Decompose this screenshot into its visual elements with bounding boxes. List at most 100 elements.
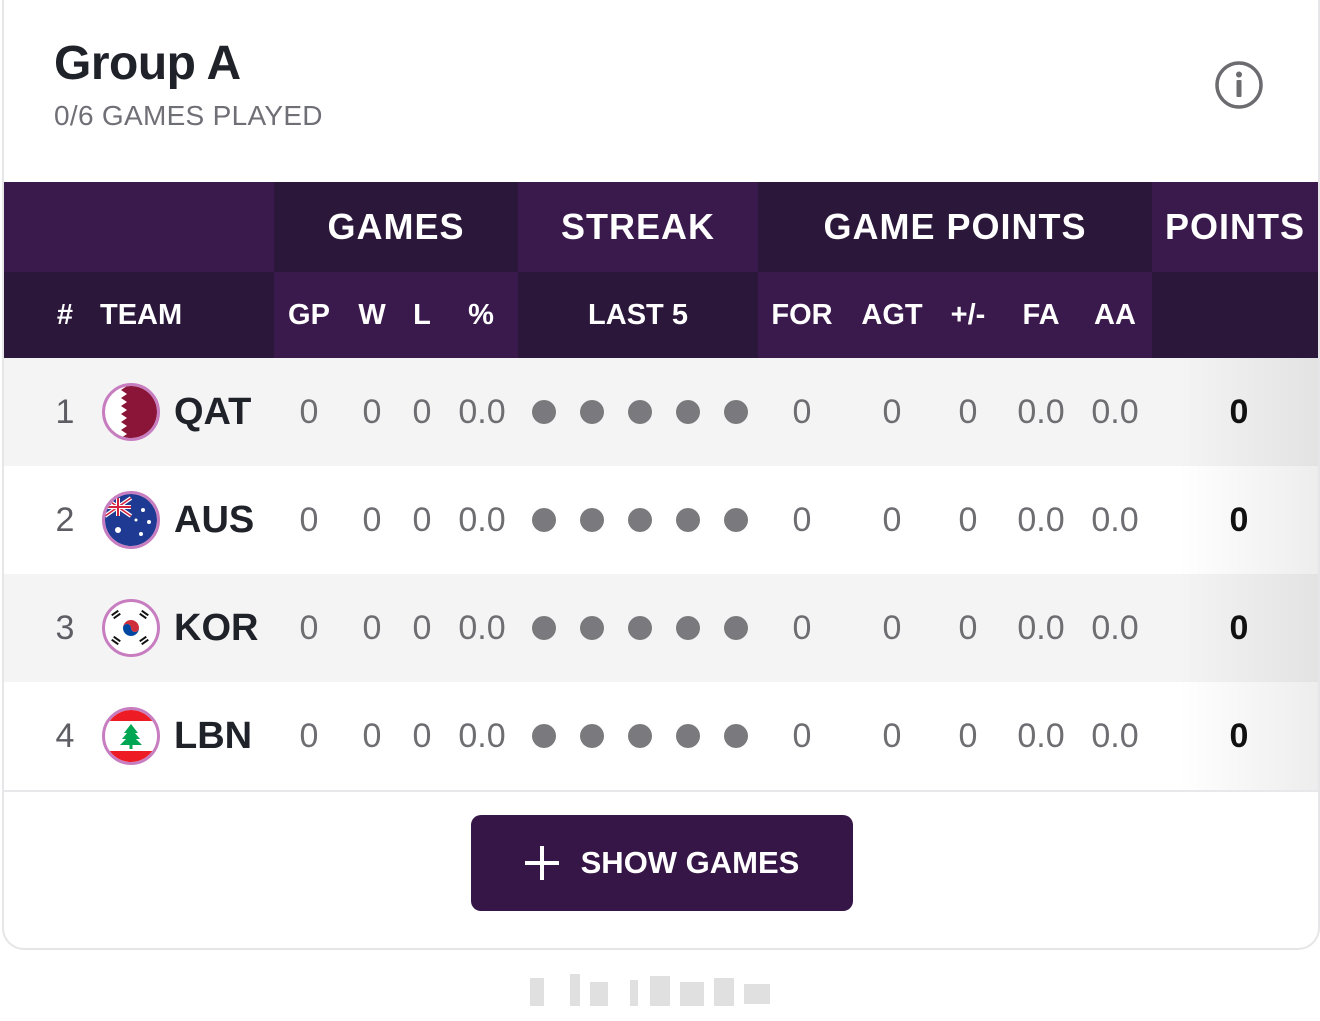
header-game-points: GAME POINTS <box>758 182 1152 272</box>
streak-dot <box>580 616 604 640</box>
points-against: 0 <box>882 608 902 647</box>
points-against: 0 <box>882 500 902 539</box>
header-col-bg-4 <box>758 272 1152 358</box>
header-group-row: GAMES STREAK GAME POINTS POINTS <box>4 182 1318 272</box>
team-name[interactable]: KOR <box>174 606 259 649</box>
group-title: Group A <box>54 37 241 90</box>
fa: 0.0 <box>1017 392 1065 431</box>
team-name[interactable]: AUS <box>174 498 255 541</box>
col-last5: LAST 5 <box>588 298 688 331</box>
header-col-bg-1 <box>4 272 274 358</box>
streak-dot <box>580 508 604 532</box>
header-column-row: # TEAM GP W L % LAST 5 FOR AGT +/- FA AA <box>4 272 1318 358</box>
streak-dot <box>724 616 748 640</box>
fa: 0.0 <box>1017 500 1065 539</box>
col-agt[interactable]: AGT <box>861 298 923 331</box>
streak-dot <box>724 724 748 748</box>
watermark-logo <box>530 974 770 1006</box>
gp: 0 <box>299 608 319 647</box>
col-aa[interactable]: AA <box>1094 298 1136 331</box>
points-shade <box>1178 466 1318 574</box>
fa: 0.0 <box>1017 716 1065 755</box>
wins: 0 <box>362 500 382 539</box>
losses: 0 <box>412 716 432 755</box>
points-shade <box>1178 682 1318 790</box>
col-pct[interactable]: % <box>468 298 494 331</box>
gp: 0 <box>299 716 319 755</box>
losses: 0 <box>412 608 432 647</box>
streak-dot <box>532 724 556 748</box>
gp: 0 <box>299 392 319 431</box>
points-for: 0 <box>792 500 812 539</box>
table-row[interactable]: 4 LBN 0 0 0 0.0 0 0 <box>4 682 1318 790</box>
col-gp[interactable]: GP <box>288 298 330 331</box>
col-diff[interactable]: +/- <box>950 298 986 331</box>
korea-flag-icon <box>101 574 161 682</box>
col-l[interactable]: L <box>413 298 431 331</box>
col-w[interactable]: W <box>358 298 386 331</box>
win-pct: 0.0 <box>458 608 506 647</box>
points-for: 0 <box>792 608 812 647</box>
info-icon[interactable] <box>1214 60 1264 110</box>
win-pct: 0.0 <box>458 716 506 755</box>
header-games: GAMES <box>274 182 518 272</box>
australia-flag-icon <box>101 466 161 574</box>
points-against: 0 <box>882 716 902 755</box>
losses: 0 <box>412 500 432 539</box>
col-rank[interactable]: # <box>56 298 74 331</box>
aa: 0.0 <box>1091 392 1139 431</box>
rank: 4 <box>55 716 75 755</box>
table-row[interactable]: 1 QAT 0 0 0 0.0 0 0 0 0.0 <box>4 358 1318 466</box>
col-for[interactable]: FOR <box>771 298 833 331</box>
streak-dot <box>676 508 700 532</box>
fa: 0.0 <box>1017 608 1065 647</box>
rank: 2 <box>55 500 75 539</box>
col-team[interactable]: TEAM <box>100 298 183 331</box>
streak-dot <box>724 508 748 532</box>
streak-dot <box>676 400 700 424</box>
streak-dot <box>724 400 748 424</box>
wins: 0 <box>362 716 382 755</box>
win-pct: 0.0 <box>458 500 506 539</box>
lebanon-flag-icon <box>101 682 161 790</box>
points: 0 <box>1229 608 1249 647</box>
points-diff: 0 <box>958 608 978 647</box>
last5-streak <box>520 574 760 682</box>
col-fa[interactable]: FA <box>1022 298 1060 331</box>
points-for: 0 <box>792 716 812 755</box>
streak-dot <box>676 616 700 640</box>
plus-icon <box>524 846 559 880</box>
streak-dot <box>532 616 556 640</box>
table-row[interactable]: 3 <box>4 574 1318 682</box>
rank: 1 <box>55 392 75 431</box>
streak-dot <box>676 724 700 748</box>
last5-streak <box>520 682 760 790</box>
wins: 0 <box>362 608 382 647</box>
standings-table: GAMES STREAK GAME POINTS POINTS # TEAM G… <box>4 182 1318 790</box>
points-for: 0 <box>792 392 812 431</box>
streak-dot <box>580 400 604 424</box>
show-games-button[interactable]: SHOW GAMES <box>471 815 853 911</box>
streak-dot <box>532 508 556 532</box>
streak-dot <box>628 508 652 532</box>
team-name[interactable]: QAT <box>174 390 252 433</box>
divider <box>4 790 1318 792</box>
team-name[interactable]: LBN <box>174 714 253 757</box>
group-standings-card: Group A 0/6 GAMES PLAYED GAMES STREAK GA… <box>2 0 1320 950</box>
points-shade <box>1178 574 1318 682</box>
aa: 0.0 <box>1091 608 1139 647</box>
header-col-bg-3 <box>518 272 758 358</box>
rank: 3 <box>55 608 75 647</box>
points-against: 0 <box>882 392 902 431</box>
losses: 0 <box>412 392 432 431</box>
table-row[interactable]: 2 AUS 0 <box>4 466 1318 574</box>
header-points[interactable]: POINTS <box>1152 182 1318 272</box>
show-games-label: SHOW GAMES <box>580 845 800 880</box>
points-diff: 0 <box>958 500 978 539</box>
header-streak: STREAK <box>518 182 758 272</box>
points: 0 <box>1229 716 1249 755</box>
aa: 0.0 <box>1091 500 1139 539</box>
last5-streak <box>520 466 760 574</box>
streak-dot <box>628 400 652 424</box>
points: 0 <box>1229 500 1249 539</box>
